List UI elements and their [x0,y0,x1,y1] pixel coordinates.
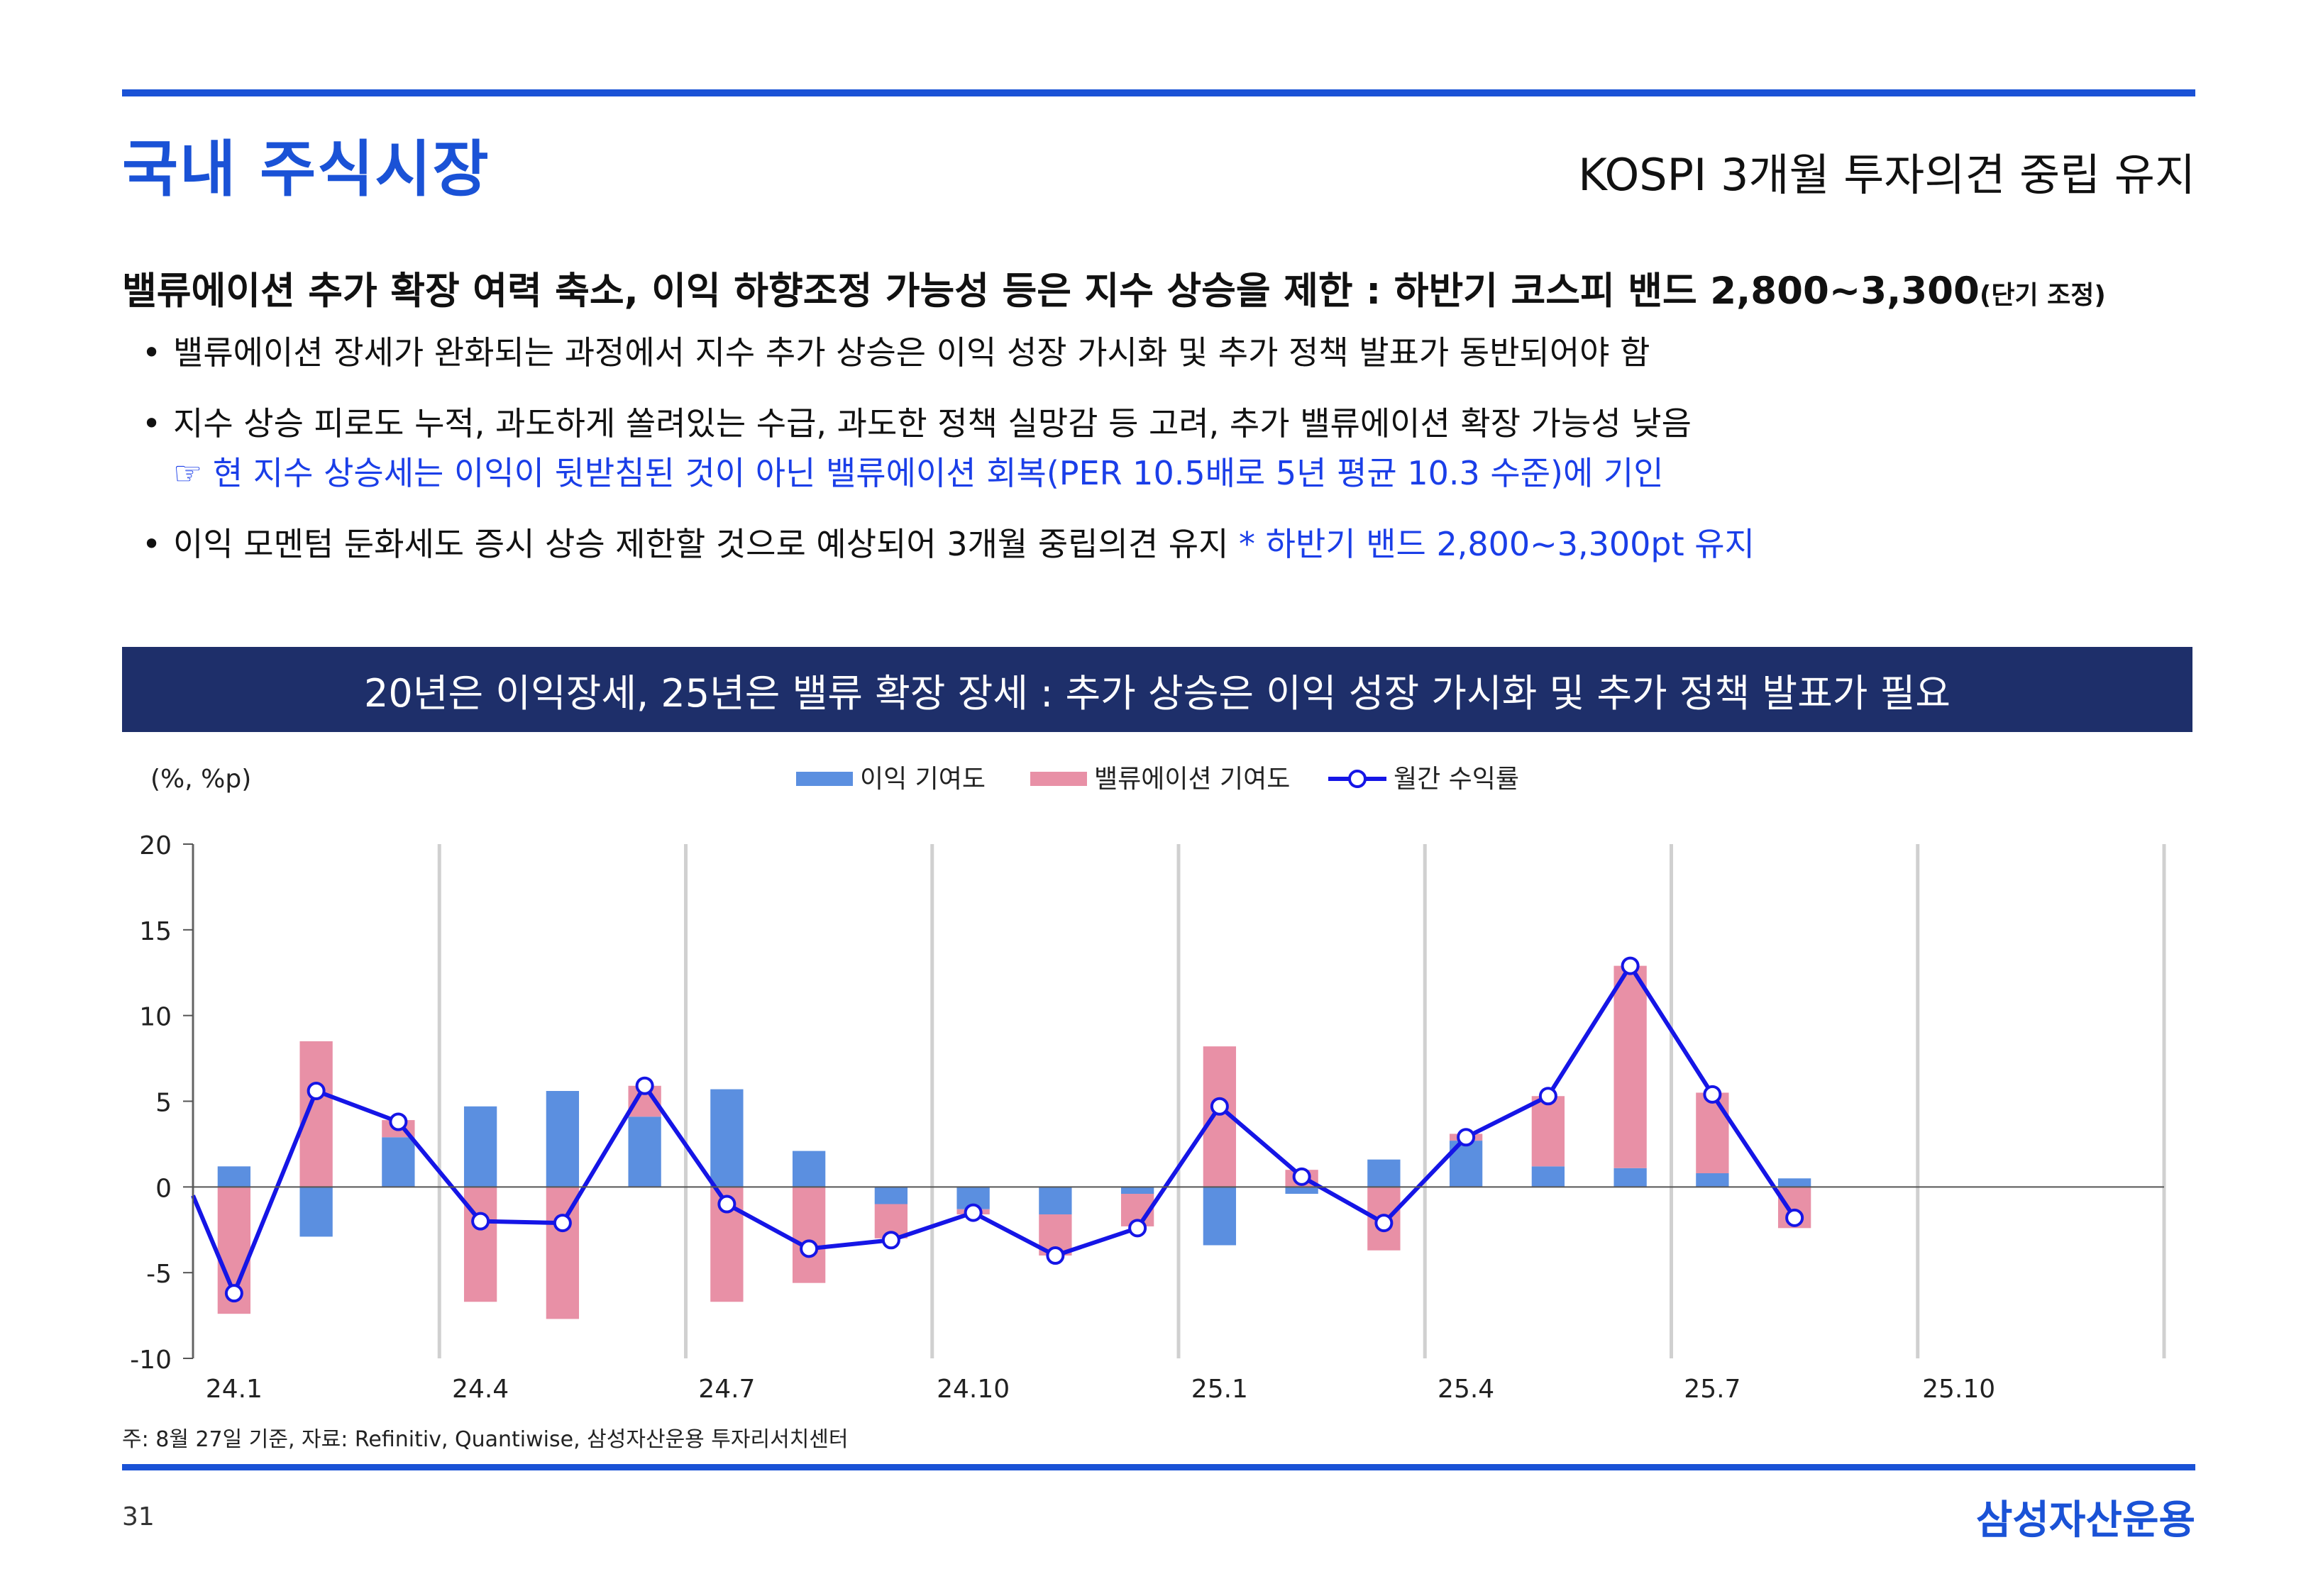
bar-earnings-contribution [463,1106,497,1187]
point-monthly-return [1457,1128,1476,1147]
source-footnote: 주: 8월 27일 기준, 자료: Refinitiv, Quantiwise,… [122,1427,849,1452]
x-tick-label: 24.4 [452,1375,509,1404]
bar-valuation-contribution [1696,1092,1729,1173]
point-monthly-return [224,1284,243,1303]
y-tick-label: 20 [139,831,172,860]
bar-earnings-contribution [874,1187,908,1204]
point-monthly-return [1210,1097,1229,1116]
headline: 밸류에이션 추가 확장 여력 축소, 이익 하향조정 가능성 등은 지수 상승을… [122,261,2106,315]
x-tick-label: 24.7 [698,1375,755,1404]
bullet-highlight: * 하반기 밴드 2,800~3,300pt 유지 [1239,525,1755,563]
point-monthly-return [1785,1208,1804,1227]
legend-valuation-swatch [1030,772,1087,786]
bar-earnings-contribution [1120,1187,1154,1194]
legend-earnings-label: 이익 기여도 [860,765,986,794]
bar-earnings-contribution [546,1091,580,1187]
chart-banner: 20년은 이익장세, 25년은 밸류 확장 장세 : 추가 상승은 이익 성장 … [122,647,2192,732]
bar-earnings-contribution [1039,1187,1072,1214]
legend-monthly-return-label: 월간 수익률 [1394,765,1519,794]
bar-earnings-contribution [1696,1173,1729,1187]
point-monthly-return [800,1239,819,1258]
bullet-text: 지수 상승 피로도 누적, 과도하게 쏠려있는 수급, 과도한 정책 실망감 등… [173,404,1692,443]
bar-earnings-contribution [1285,1187,1318,1194]
bar-valuation-contribution [1531,1096,1565,1167]
bar-earnings-contribution [1203,1187,1237,1246]
bar-valuation-contribution [1613,965,1647,1168]
point-monthly-return [881,1231,900,1250]
point-monthly-return [553,1214,572,1233]
bar-valuation-contribution [792,1187,826,1283]
legend-monthly-return-swatch-marker [1348,770,1367,788]
legend-valuation-label: 밸류에이션 기여도 [1094,765,1290,794]
bar-earnings-contribution [1531,1166,1565,1187]
bar-earnings-contribution [628,1116,661,1187]
bar-earnings-contribution [217,1166,251,1187]
bar-earnings-contribution [792,1151,826,1187]
point-monthly-return [307,1082,326,1100]
bar-valuation-contribution [546,1187,580,1319]
point-monthly-return [389,1112,408,1131]
point-monthly-return [635,1076,654,1095]
bar-earnings-contribution [1613,1168,1647,1187]
point-monthly-return [964,1203,983,1222]
contribution-chart: -10 -5 0 5 10 15 20 (%, %p) 24.1 24.4 24.7 24.10 25.… [130,765,2166,1404]
y-unit-label: (%, %p) [150,765,251,794]
bar-earnings-contribution [710,1089,744,1187]
headline-main: 밸류에이션 추가 확장 여력 축소, 이익 하향조정 가능성 등은 지수 상승을… [122,270,1980,313]
x-tick-label: 25.1 [1191,1375,1248,1404]
point-monthly-return [1292,1167,1311,1186]
point-monthly-return [1046,1246,1065,1265]
point-monthly-return [1128,1219,1147,1238]
bullet-text: 이익 모멘텀 둔화세도 증시 상승 제한할 것으로 예상되어 3개월 중립의견 … [173,525,1240,563]
x-tick-label: 24.1 [206,1375,263,1404]
point-monthly-return [1374,1214,1394,1233]
bar-earnings-contribution [382,1137,415,1187]
page-number: 31 [122,1502,155,1531]
bar-earnings-contribution [299,1187,333,1237]
point-monthly-return [471,1212,490,1231]
y-tick-label: -10 [130,1346,172,1375]
bar-earnings-contribution [1367,1159,1401,1187]
bullet-item: • 밸류에이션 장세가 완화되는 과정에서 지수 추가 상승은 이익 성장 가시화… [142,333,1650,372]
x-tick-label: 24.10 [937,1375,1010,1404]
bullet-text: 밸류에이션 장세가 완화되는 과정에서 지수 추가 상승은 이익 성장 가시화 … [173,333,1650,372]
point-monthly-return [1703,1085,1722,1104]
brand-logo: 삼성자산운용 [1975,1497,2195,1544]
x-tick-label: 25.7 [1684,1375,1740,1404]
legend-earnings-swatch [796,772,853,786]
headline-small: (단기 조정) [1979,281,2106,310]
x-tick-label: 25.10 [1922,1375,1995,1404]
y-tick-label: 15 [139,917,172,946]
y-tick-label: 10 [139,1003,172,1032]
point-monthly-return [1538,1087,1557,1106]
x-tick-label: 25.4 [1438,1375,1494,1404]
y-tick-label: -5 [146,1260,172,1289]
bullet-list: • 밸류에이션 장세가 완화되는 과정에서 지수 추가 상승은 이익 성장 가시화… [142,328,2185,569]
bar-earnings-contribution [1777,1178,1811,1187]
bullet-subnote: ☞ 현 지수 상승세는 이익이 뒷받침된 것이 아닌 밸류에이션 회복(PER … [173,454,1664,492]
bullet-item: • 지수 상승 피로도 누적, 과도하게 쏠려있는 수급, 과도한 정책 실망감 … [142,404,1692,443]
page-subtitle: KOSPI 3개월 투자의견 중립 유지 [1578,149,2195,201]
point-monthly-return [1621,956,1640,975]
y-tick-label: 5 [155,1089,172,1118]
top-rule [122,89,2195,96]
y-tick-label: 0 [155,1174,172,1203]
bottom-rule [122,1464,2195,1470]
section-title: 국내 주식시장 [122,134,490,205]
bullet-item: • 이익 모멘텀 둔화세도 증시 상승 제한할 것으로 예상되어 3개월 중립의견… [142,525,1755,563]
point-monthly-return [717,1195,737,1214]
